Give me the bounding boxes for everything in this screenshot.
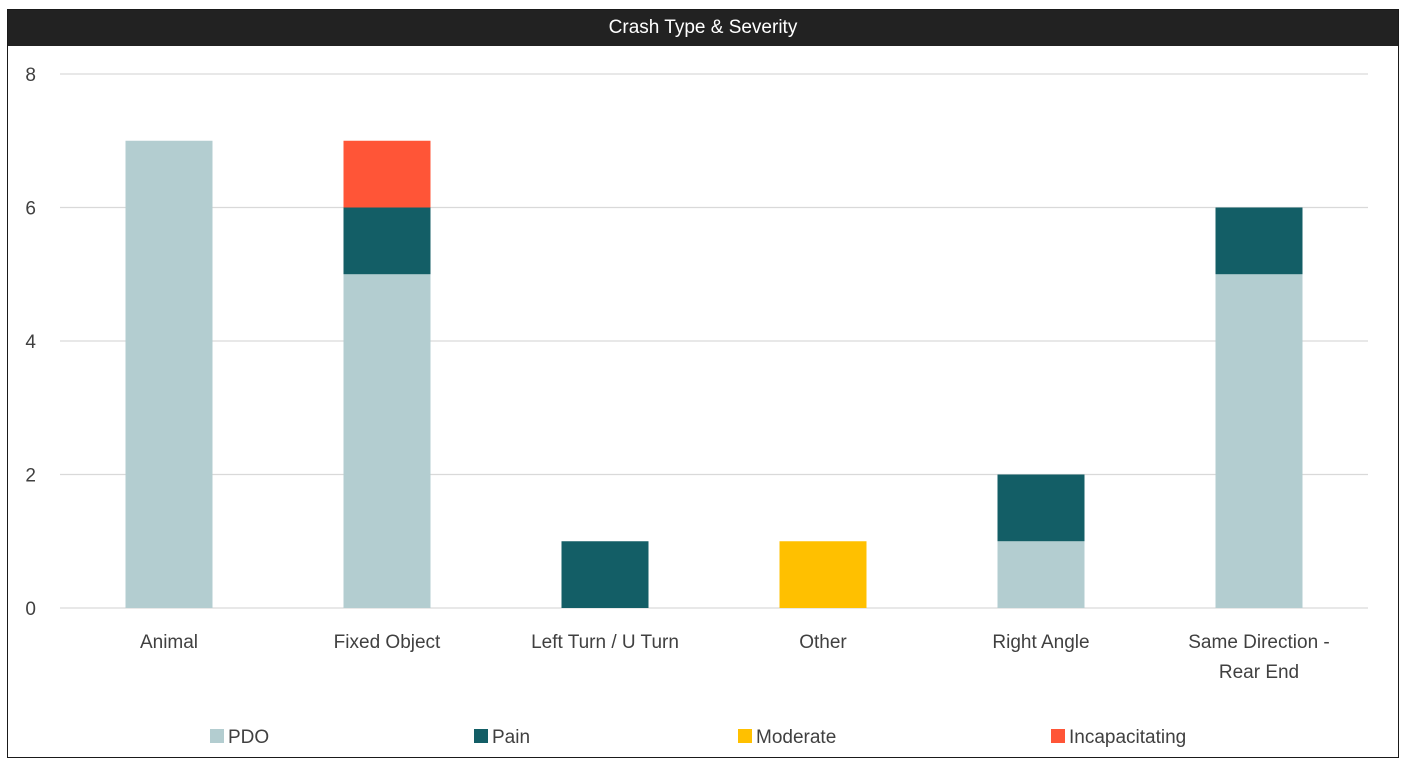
- bars: [125, 140, 1303, 608]
- y-tick-label: 2: [25, 466, 36, 487]
- x-tick-label: Animal: [140, 632, 198, 653]
- legend-label-pain: Pain: [492, 727, 530, 748]
- chart-title: Crash Type & Severity: [8, 10, 1398, 46]
- bar-pdo-same-direction-rear-end: [1215, 274, 1303, 608]
- legend-label-incapacitating: Incapacitating: [1069, 727, 1186, 748]
- bar-pain-fixed-object: [343, 207, 431, 275]
- legend-label-pdo: PDO: [228, 727, 269, 748]
- bar-pdo-fixed-object: [343, 274, 431, 608]
- legend-label-moderate: Moderate: [756, 727, 836, 748]
- x-tick-label: Other: [799, 632, 847, 653]
- bar-pdo-right-angle: [997, 541, 1085, 608]
- x-tick-label: Fixed Object: [334, 632, 441, 653]
- y-tick-label: 6: [25, 199, 36, 220]
- bar-moderate-other: [779, 541, 867, 608]
- legend-swatch-moderate: [738, 729, 752, 743]
- bar-pain-right-angle: [997, 474, 1085, 542]
- legend-swatch-incapacitating: [1051, 729, 1065, 743]
- x-tick-label: Left Turn / U Turn: [531, 632, 679, 653]
- y-tick-label: 0: [25, 599, 36, 620]
- x-tick-label: Same Direction -: [1188, 632, 1330, 653]
- bar-pdo-animal: [125, 140, 213, 608]
- bar-pain-same-direction-rear-end: [1215, 207, 1303, 275]
- chart-frame: Crash Type & Severity: [7, 9, 1399, 758]
- y-tick-label: 8: [25, 65, 36, 86]
- legend: PDO Pain Moderate Incapacitating: [210, 727, 1186, 748]
- gridlines: [60, 73, 1368, 609]
- x-tick-label: Right Angle: [992, 632, 1089, 653]
- y-tick-label: 4: [25, 332, 36, 353]
- bar-incapacitating-fixed-object: [343, 140, 431, 208]
- x-tick-label: Rear End: [1219, 662, 1299, 683]
- y-axis-ticks: 0 2 4 6 8: [25, 65, 36, 620]
- legend-swatch-pdo: [210, 729, 224, 743]
- x-axis-ticks: Animal Fixed Object Left Turn / U Turn Othe…: [140, 632, 1330, 683]
- bar-pain-left-turn-u-turn: [561, 541, 649, 608]
- legend-swatch-pain: [474, 729, 488, 743]
